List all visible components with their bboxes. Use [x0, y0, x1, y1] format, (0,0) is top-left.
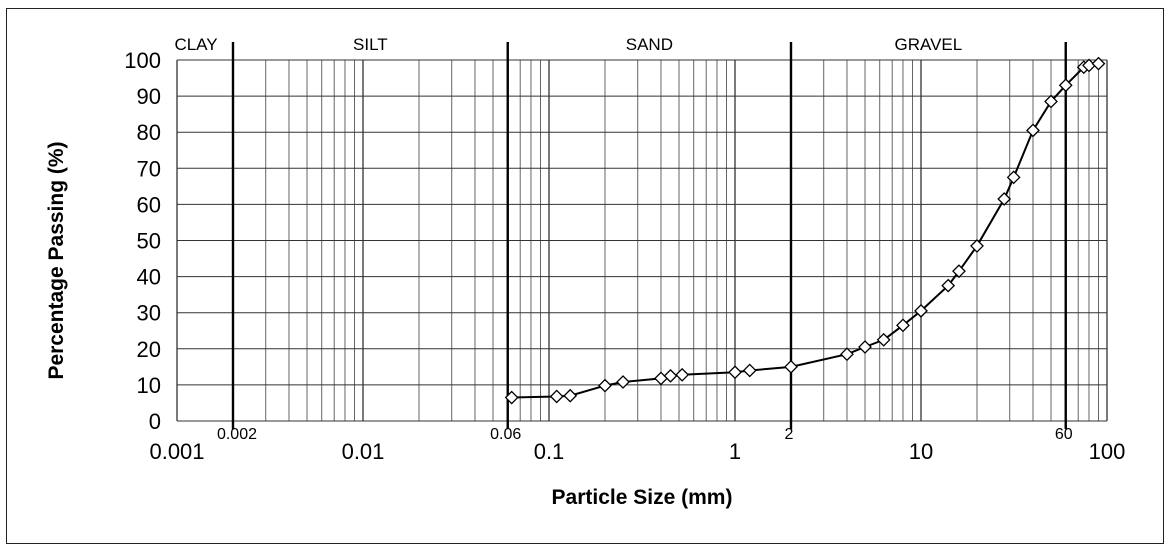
data-point — [997, 192, 1012, 206]
data-point — [970, 238, 984, 253]
data-point — [952, 264, 966, 279]
x-tick-label: 0.01 — [342, 439, 385, 464]
y-tick-label: 0 — [149, 409, 161, 434]
y-tick-label: 30 — [137, 301, 161, 326]
data-point — [598, 378, 612, 393]
zone-label: SILT — [353, 35, 388, 54]
data-point — [563, 388, 578, 403]
zone-label: CLAY — [174, 35, 217, 54]
y-tick-label: 40 — [137, 265, 161, 290]
data-point — [663, 368, 678, 383]
data-point — [1091, 56, 1106, 71]
data-point — [941, 278, 956, 293]
x-tick-label: 1 — [729, 439, 741, 464]
data-point — [675, 367, 690, 382]
boundary-size-label: 0.002 — [217, 426, 257, 443]
x-axis-title: Particle Size (mm) — [552, 486, 733, 509]
data-point — [742, 363, 757, 378]
data-point — [858, 340, 872, 354]
data-point — [1006, 170, 1021, 185]
boundary-size-label: 0.06 — [490, 426, 521, 443]
y-tick-label: 70 — [137, 156, 161, 181]
data-point — [1026, 123, 1040, 138]
x-tick-label: 100 — [1089, 439, 1126, 464]
boundary-size-label: 2 — [785, 426, 794, 443]
data-point — [876, 332, 891, 347]
y-tick-label: 80 — [137, 120, 161, 145]
grading-curve — [511, 62, 1099, 399]
y-axis-title: Percentage Passing (%) — [45, 141, 68, 379]
data-point — [728, 365, 742, 380]
y-tick-label: 100 — [124, 48, 161, 73]
data-point — [1058, 78, 1073, 93]
x-tick-label: 0.1 — [534, 439, 565, 464]
data-point — [1044, 94, 1058, 109]
x-tick-label: 10 — [909, 439, 933, 464]
x-tick-label: 0.001 — [149, 439, 204, 464]
particle-size-distribution-chart: CLAY SILT SAND GRAVEL 010203040506070809010… — [45, 35, 1126, 509]
boundary-size-label: 60 — [1055, 426, 1073, 443]
y-tick-label: 10 — [137, 373, 161, 398]
data-point — [654, 371, 668, 386]
zone-label: SAND — [626, 35, 673, 54]
zone-label: GRAVEL — [895, 35, 963, 54]
data-point — [504, 390, 519, 405]
y-tick-label: 60 — [137, 192, 161, 217]
data-point — [784, 359, 798, 374]
data-point — [616, 375, 630, 389]
y-tick-label: 50 — [137, 229, 161, 254]
data-point — [549, 389, 564, 404]
data-point — [840, 347, 854, 362]
data-point — [914, 303, 928, 318]
y-tick-label: 20 — [137, 337, 161, 362]
data-point — [896, 318, 910, 333]
y-tick-label: 90 — [137, 84, 161, 109]
chart-frame: CLAY SILT SAND GRAVEL 0 10 20 30 40 50 60 70 80 90 10… — [6, 8, 1164, 544]
